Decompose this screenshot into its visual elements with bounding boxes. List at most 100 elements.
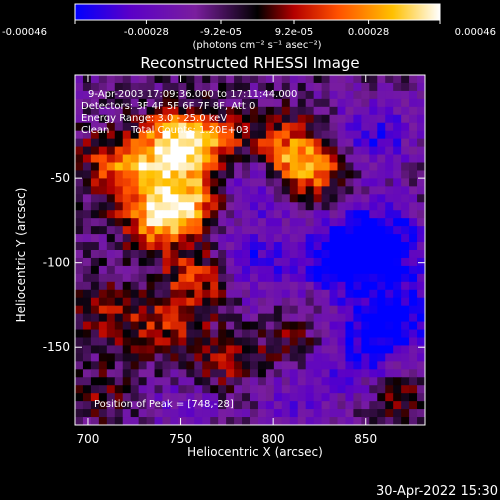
heatmap-cell <box>393 377 402 386</box>
heatmap-cell <box>297 250 307 259</box>
heatmap-cell <box>170 146 179 156</box>
heatmap-cell <box>106 202 116 211</box>
heatmap-cell <box>106 122 116 132</box>
heatmap-cell <box>417 377 425 386</box>
heatmap-cell <box>162 321 172 331</box>
heatmap-cell <box>305 369 315 378</box>
heatmap-cell <box>90 162 100 172</box>
heatmap-cell <box>281 106 291 116</box>
heatmap-cell <box>106 114 116 124</box>
heatmap-cell <box>90 377 100 386</box>
heatmap-cell <box>329 257 339 267</box>
heatmap-cell <box>361 154 370 164</box>
heatmap-cell <box>106 337 116 347</box>
heatmap-cell <box>122 154 132 164</box>
heatmap-cell <box>377 305 386 315</box>
heatmap-cell <box>138 234 148 243</box>
heatmap-cell <box>337 337 347 347</box>
heatmap-cell <box>305 98 315 108</box>
heatmap-cell <box>130 226 140 235</box>
heatmap-cell <box>385 353 394 362</box>
heatmap-cell <box>122 289 132 299</box>
heatmap-cell <box>417 385 425 394</box>
heatmap-cell <box>194 210 203 219</box>
heatmap-cell <box>210 250 219 259</box>
heatmap-cell <box>106 377 116 386</box>
heatmap-cell <box>353 114 362 124</box>
heatmap-cell <box>178 257 187 267</box>
heatmap-cell <box>75 170 84 179</box>
heatmap-cell <box>106 82 116 92</box>
heatmap-cell <box>218 250 227 259</box>
heatmap-cell <box>369 289 378 299</box>
heatmap-cell <box>114 369 124 378</box>
heatmap-cell <box>130 130 140 140</box>
heatmap-cell <box>281 202 291 211</box>
heatmap-cell <box>417 297 425 307</box>
heatmap-cell <box>186 377 195 386</box>
heatmap-cell <box>114 250 124 259</box>
heatmap-cell <box>313 146 323 156</box>
heatmap-cell <box>321 377 331 386</box>
heatmap-cell <box>257 130 267 140</box>
heatmap-cell <box>377 345 386 354</box>
heatmap-cell <box>186 106 195 116</box>
heatmap-cell <box>106 369 116 378</box>
heatmap-cell <box>106 138 116 148</box>
heatmap-cell <box>138 202 148 211</box>
heatmap-cell <box>106 75 116 84</box>
heatmap-cell <box>353 313 362 323</box>
heatmap-cell <box>369 194 378 203</box>
heatmap-cell <box>226 138 235 148</box>
heatmap-cell <box>242 401 251 410</box>
heatmap-cell <box>138 218 148 227</box>
heatmap-cell <box>281 313 291 323</box>
heatmap-cell <box>305 377 315 386</box>
heatmap-cell <box>305 194 315 203</box>
heatmap-cell <box>210 154 219 164</box>
axis-ticks: 700 750 800 850-50-100-150 <box>43 75 425 446</box>
heatmap-cell <box>305 218 315 227</box>
heatmap-cell <box>289 90 299 100</box>
heatmap-cell <box>385 257 394 267</box>
heatmap-cell <box>210 417 219 425</box>
heatmap-cell <box>106 194 116 203</box>
heatmap-cell <box>297 297 307 307</box>
heatmap-cell <box>345 154 354 164</box>
heatmap-cell <box>82 361 92 370</box>
x-tick-label: 800 <box>262 432 285 446</box>
heatmap-cell <box>114 273 124 283</box>
heatmap-cell <box>369 369 378 378</box>
heatmap-cell <box>154 234 164 243</box>
heatmap-cell <box>186 154 195 164</box>
heatmap-cell <box>321 393 331 402</box>
heatmap-cell <box>178 210 187 219</box>
heatmap-cell <box>377 75 386 84</box>
heatmap-cell <box>369 75 378 84</box>
heatmap-cell <box>250 361 259 370</box>
heatmap-cell <box>393 409 402 418</box>
heatmap-cell <box>210 313 219 323</box>
heatmap-cell <box>162 305 172 315</box>
heatmap-cell <box>242 82 251 92</box>
heatmap-cell <box>170 313 179 323</box>
heatmap-cell <box>393 186 402 195</box>
heatmap-cell <box>401 345 410 354</box>
heatmap-cell <box>273 98 283 108</box>
heatmap-cell <box>337 98 347 108</box>
heatmap-cell <box>409 210 418 219</box>
heatmap-cell <box>75 393 84 402</box>
heatmap-cell <box>417 98 425 108</box>
heatmap-cell <box>281 75 291 84</box>
heatmap-cell <box>377 242 386 251</box>
heatmap-cell <box>250 313 259 323</box>
heatmap-cell <box>162 313 172 323</box>
heatmap-cell <box>337 353 347 362</box>
heatmap-cell <box>170 385 179 394</box>
heatmap-cell <box>202 250 211 259</box>
heatmap-cell <box>218 385 227 394</box>
heatmap-cell <box>170 329 179 339</box>
heatmap-cell <box>154 130 164 140</box>
heatmap-cell <box>321 313 331 323</box>
heatmap-cell <box>202 393 211 402</box>
